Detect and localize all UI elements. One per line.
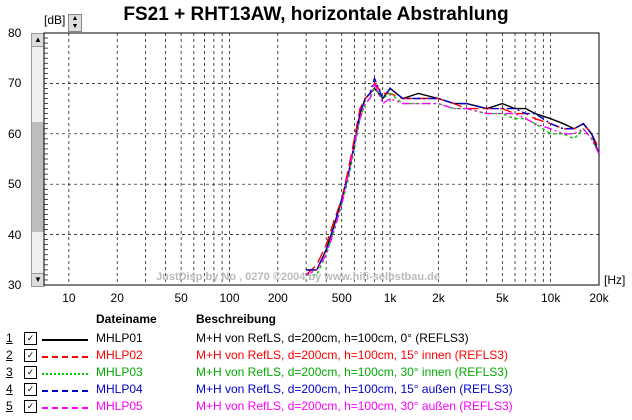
- legend-line-sample: [42, 373, 88, 375]
- x-unit-label: [Hz]: [604, 273, 626, 287]
- y-tick-label: 30: [8, 278, 22, 292]
- x-tick-label: 100: [219, 291, 240, 305]
- x-tick-label: 20: [110, 291, 124, 305]
- legend-description: M+H von RefLS, d=200cm, h=100cm, 30° auß…: [196, 399, 513, 413]
- x-tick-label: 10: [62, 291, 76, 305]
- legend-filename: MHLP01: [96, 331, 143, 345]
- legend-index[interactable]: 3: [6, 365, 13, 379]
- legend-row: 2 ✓ MHLP02 M+H von RefLS, d=200cm, h=100…: [0, 347, 632, 365]
- legend-description: M+H von RefLS, d=200cm, h=100cm, 15° inn…: [196, 348, 508, 362]
- plot-area: [43, 32, 600, 286]
- x-tick-label: 200: [267, 291, 288, 305]
- legend-header-desc: Beschreibung: [196, 312, 277, 326]
- legend-description: M+H von RefLS, d=200cm, h=100cm, 15° auß…: [196, 382, 513, 396]
- unit-spinner[interactable]: ▲ ▼: [68, 14, 82, 32]
- series-line-mhlp03: [306, 87, 600, 276]
- legend-line-sample: [42, 356, 88, 358]
- x-tick-label: 50: [174, 291, 188, 305]
- x-tick-label: 10k: [540, 291, 561, 305]
- y-unit-label: [dB]: [44, 13, 66, 27]
- legend-filename: MHLP03: [96, 365, 143, 379]
- x-tick-label: 20k: [589, 291, 609, 305]
- watermark: JustDisp by No , 0270 ©2004 by www.hifi-…: [156, 271, 441, 283]
- plot-frame: [43, 32, 600, 286]
- legend-row: 5 ✓ MHLP05 M+H von RefLS, d=200cm, h=100…: [0, 398, 632, 416]
- y-tick-label: 80: [8, 26, 22, 40]
- x-tick-label: 1k: [383, 291, 397, 305]
- y-scrollbar[interactable]: ▲ ▼: [31, 33, 45, 287]
- scroll-up-arrow-icon[interactable]: ▲: [32, 34, 44, 47]
- y-tick-label: 60: [8, 126, 22, 141]
- x-tick-label: 500: [331, 291, 352, 305]
- series-line-mhlp05: [305, 81, 600, 276]
- legend-row: 4 ✓ MHLP04 M+H von RefLS, d=200cm, h=100…: [0, 381, 632, 399]
- y-tick-label: 50: [8, 177, 22, 192]
- legend-filename: MHLP02: [96, 348, 143, 362]
- legend-description: M+H von RefLS, d=200cm, h=100cm, 30° inn…: [196, 365, 508, 379]
- series-line-mhlp04: [306, 76, 600, 271]
- legend-index[interactable]: 1: [6, 331, 13, 345]
- legend-filename: MHLP04: [96, 382, 143, 396]
- legend-checkbox[interactable]: ✓: [24, 400, 37, 413]
- scroll-down-arrow-icon[interactable]: ▼: [32, 273, 44, 286]
- legend-index[interactable]: 2: [6, 348, 13, 362]
- x-tick-label: 5k: [495, 291, 509, 305]
- legend-description: M+H von RefLS, d=200cm, h=100cm, 0° (REF…: [196, 331, 469, 345]
- y-tick-label: 40: [8, 227, 22, 242]
- scroll-thumb[interactable]: [32, 122, 44, 232]
- legend-header-name: Dateiname: [96, 312, 157, 326]
- legend-index[interactable]: 4: [6, 382, 13, 396]
- legend-line-sample: [42, 407, 88, 409]
- legend-checkbox[interactable]: ✓: [24, 366, 37, 379]
- chart-title: FS21 + RHT13AW, horizontale Abstrahlung: [123, 4, 509, 25]
- legend-row: 1 ✓ MHLP01 M+H von RefLS, d=200cm, h=100…: [0, 330, 632, 348]
- legend-line-sample: [42, 339, 88, 341]
- legend-filename: MHLP05: [96, 399, 143, 413]
- legend-row: 3 ✓ MHLP03 M+H von RefLS, d=200cm, h=100…: [0, 364, 632, 382]
- legend-checkbox[interactable]: ✓: [24, 349, 37, 362]
- legend-index[interactable]: 5: [6, 399, 13, 413]
- legend-line-sample: [42, 390, 88, 392]
- legend-checkbox[interactable]: ✓: [24, 332, 37, 345]
- x-tick-label: 2k: [432, 291, 445, 305]
- y-tick-label: 70: [8, 76, 22, 91]
- legend-checkbox[interactable]: ✓: [24, 383, 37, 396]
